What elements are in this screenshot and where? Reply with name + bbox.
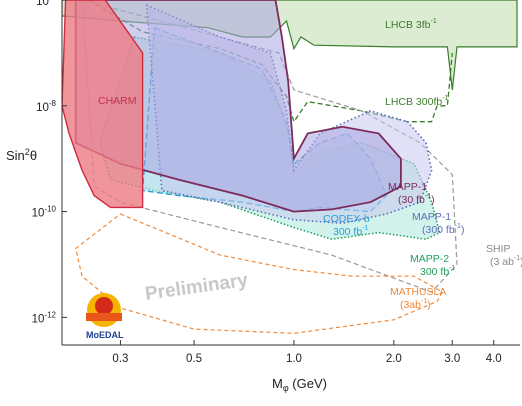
series-label: CHARM [98,95,137,107]
y-tick-label: 10-12 [32,310,57,325]
series-label: MAPP-2 [410,253,449,265]
lhcb-300fb-contour [87,0,453,124]
series-label: SHIP [486,243,511,255]
x-ticks: 0.3 0.5 1.0 2.0 3.0 4.0 [112,340,502,365]
charm-region [62,0,144,209]
series-label: CODEX-b [323,213,370,225]
series-label-line2: 300 fb-1 [333,225,369,238]
logo-core [95,297,113,315]
preliminary-watermark: Preliminary [144,270,250,305]
series-label-line2: (30 fb-1) [398,193,435,206]
axes [61,0,520,346]
x-tick-label: 2.0 [386,353,402,365]
x-axis-title: Mφ (GeV) [272,376,327,393]
x-tick-label: 0.3 [112,353,128,365]
y-ticks: 10-6 10-8 10-10 10-12 [32,0,67,325]
y-tick-label: 10-6 [36,0,56,8]
logo-band [86,313,122,321]
series-label-line2: (3ab-1) [400,298,431,311]
x-tick-label: 0.5 [186,353,202,365]
x-tick-label: 3.0 [444,353,460,365]
y-tick-label: 10-10 [32,205,57,220]
series-label: MAPP-1 [388,181,427,193]
logo-text: MoEDAL [86,330,124,340]
mathusla-contour [75,213,444,334]
series-label-line2: 300 fb-1 [420,265,456,278]
series-label: MATHUSLA [390,286,446,298]
exclusion-regions [62,0,518,334]
moedal-logo: MoEDAL [86,293,124,340]
series-label: LHCB 300fb-1 [385,95,449,108]
y-tick-label: 10-8 [36,99,56,114]
series-label: MAPP-1 [412,211,451,223]
series-label-line2: (300 fb-1) [422,223,464,236]
y-axis-title: Sin2θ [6,147,37,163]
x-tick-label: 4.0 [486,353,502,365]
series-label: LHCB 3fb-1 [385,18,437,31]
ship-contour [81,0,458,293]
x-tick-label: 1.0 [286,353,302,365]
series-label-line2: (3 ab-1) [490,255,522,268]
